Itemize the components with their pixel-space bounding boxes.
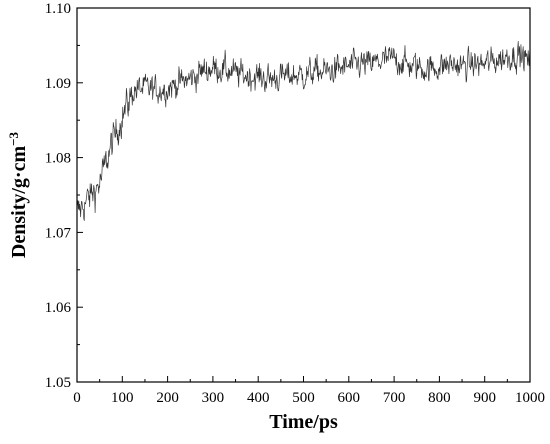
x-axis-ticks: 0 100 200 300 400 500 600 700 800 900 1000	[73, 376, 545, 406]
y-tick-label: 1.08	[45, 151, 71, 167]
series-layer	[76, 40, 531, 221]
y-axis-label: Density/g·cm−3	[6, 131, 31, 258]
y-axis-label-exponent: −3	[6, 131, 21, 145]
x-axis-label: Time/ps	[269, 411, 338, 433]
y-tick-label: 1.09	[45, 76, 71, 92]
y-axis-ticks: 1.05 1.06 1.07 1.08 1.09 1.10	[45, 1, 83, 391]
x-tick-label: 0	[73, 390, 81, 406]
x-tick-label: 500	[292, 390, 315, 406]
y-tick-label: 1.10	[45, 1, 71, 17]
density-series-line	[76, 40, 531, 221]
x-tick-label: 100	[111, 390, 134, 406]
y-tick-label: 1.07	[45, 225, 72, 241]
x-tick-label: 200	[156, 390, 179, 406]
x-tick-label: 600	[338, 390, 361, 406]
x-tick-label: 800	[428, 390, 451, 406]
y-axis-label-main: Density/g·cm	[8, 146, 30, 259]
y-tick-label: 1.05	[45, 375, 71, 391]
x-tick-label: 300	[202, 390, 225, 406]
y-tick-label: 1.06	[45, 300, 72, 316]
x-tick-label: 400	[247, 390, 270, 406]
x-tick-label: 900	[473, 390, 496, 406]
x-tick-label: 1000	[515, 390, 545, 406]
x-tick-label: 700	[383, 390, 406, 406]
